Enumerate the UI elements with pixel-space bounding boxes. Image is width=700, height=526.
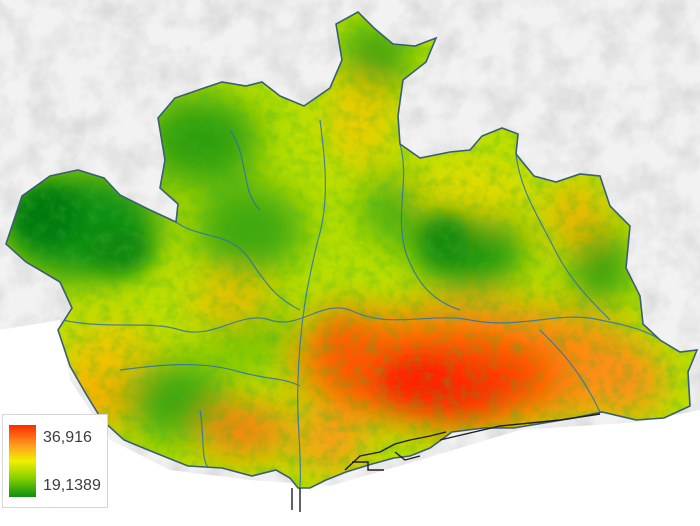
map-legend: 36,916 19,1389 <box>2 414 108 508</box>
legend-color-ramp <box>9 425 36 497</box>
legend-max-label: 36,916 <box>43 429 92 446</box>
legend-min-label: 19,1389 <box>43 477 101 494</box>
